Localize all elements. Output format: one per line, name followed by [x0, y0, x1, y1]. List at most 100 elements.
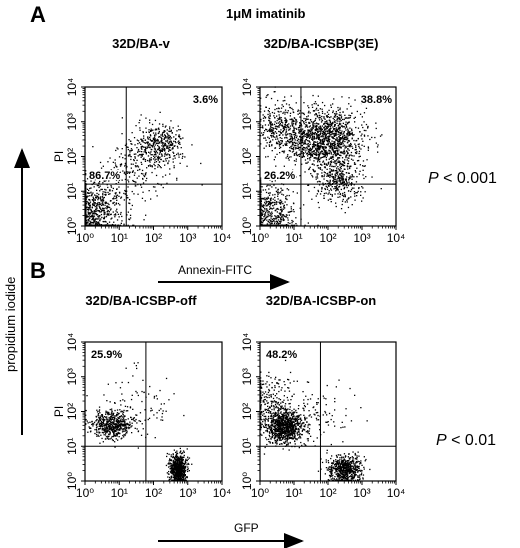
- flow-event: [331, 123, 333, 125]
- flow-event: [159, 151, 161, 153]
- flow-event: [325, 128, 327, 130]
- flow-event: [329, 124, 331, 126]
- flow-event: [324, 155, 326, 157]
- flow-event: [323, 138, 325, 140]
- flow-event: [294, 144, 296, 146]
- flow-event: [124, 433, 127, 435]
- flow-event: [332, 169, 335, 171]
- flow-event: [346, 151, 349, 153]
- flow-event: [316, 177, 319, 179]
- flow-event: [160, 167, 162, 169]
- flow-event: [91, 194, 93, 196]
- flow-event: [115, 428, 118, 431]
- flow-event: [262, 206, 264, 209]
- flow-event: [316, 133, 318, 135]
- flow-event: [338, 177, 340, 179]
- flow-event: [268, 107, 270, 110]
- flow-event: [85, 224, 87, 226]
- flow-event: [280, 124, 282, 126]
- flow-event: [271, 129, 273, 131]
- flow-event: [285, 131, 288, 133]
- flow-event: [339, 174, 341, 176]
- flow-event: [108, 214, 110, 216]
- flow-event: [150, 198, 152, 200]
- flow-event: [170, 137, 173, 139]
- flow-event: [319, 116, 321, 119]
- flow-event: [141, 154, 143, 156]
- flow-event: [89, 205, 91, 207]
- flow-event: [380, 188, 382, 190]
- flow-event: [379, 135, 382, 137]
- flow-event: [116, 414, 118, 417]
- flow-event: [277, 142, 279, 145]
- flow-event: [356, 176, 358, 178]
- flow-event: [270, 129, 272, 131]
- flow-event: [269, 122, 271, 124]
- flow-event: [96, 204, 98, 207]
- flow-event: [123, 419, 125, 421]
- flow-event: [328, 135, 330, 137]
- flow-event: [333, 98, 335, 100]
- flow-event: [322, 143, 324, 145]
- flow-event: [277, 195, 279, 197]
- flow-event: [174, 155, 176, 157]
- flow-event: [164, 136, 167, 138]
- flow-event: [270, 222, 272, 224]
- flow-event: [118, 420, 120, 423]
- flow-event: [95, 224, 97, 226]
- flow-event: [262, 205, 264, 207]
- flow-event: [86, 206, 88, 208]
- flow-event: [119, 424, 122, 426]
- flow-event: [339, 134, 341, 136]
- flow-event: [284, 201, 286, 203]
- flow-event: [260, 209, 263, 211]
- flow-event: [98, 170, 100, 172]
- flow-event: [339, 164, 341, 166]
- flow-event: [288, 142, 290, 144]
- flow-event: [103, 434, 105, 436]
- flow-event: [260, 200, 262, 202]
- flow-event: [99, 431, 101, 434]
- flow-event: [295, 119, 298, 121]
- flow-event: [316, 152, 318, 154]
- flow-event: [344, 117, 346, 119]
- flow-event: [326, 120, 328, 122]
- flow-event: [314, 170, 316, 172]
- flow-event: [306, 116, 308, 118]
- flow-event: [308, 168, 311, 170]
- flow-event: [114, 216, 116, 218]
- flow-event: [101, 431, 103, 434]
- flow-event: [305, 153, 308, 155]
- flow-event: [275, 142, 278, 144]
- flow-event: [116, 433, 118, 436]
- flow-event: [330, 201, 332, 203]
- flow-event: [154, 137, 156, 140]
- flow-event: [335, 154, 338, 157]
- flow-event: [89, 222, 91, 225]
- flow-event: [129, 153, 131, 155]
- flow-event: [284, 143, 286, 145]
- flow-event: [324, 145, 326, 148]
- flow-event: [331, 175, 333, 178]
- flow-event: [262, 134, 264, 136]
- flow-event: [169, 173, 171, 175]
- flow-event: [186, 463, 188, 466]
- flow-event: [97, 184, 100, 187]
- flow-event: [294, 154, 296, 156]
- flow-event: [318, 117, 321, 119]
- flow-event: [169, 136, 171, 138]
- flow-event: [342, 152, 344, 154]
- flow-event: [107, 420, 109, 423]
- flow-event: [281, 140, 283, 142]
- flow-event: [291, 107, 293, 110]
- flow-event: [275, 128, 278, 130]
- flow-event: [170, 144, 173, 146]
- flow-event: [88, 215, 91, 217]
- flow-event: [130, 140, 132, 142]
- flow-event: [157, 155, 159, 157]
- flow-event: [321, 133, 323, 135]
- flow-event: [320, 130, 322, 132]
- flow-event: [332, 110, 334, 112]
- flow-event: [319, 128, 322, 130]
- flow-event: [157, 144, 159, 147]
